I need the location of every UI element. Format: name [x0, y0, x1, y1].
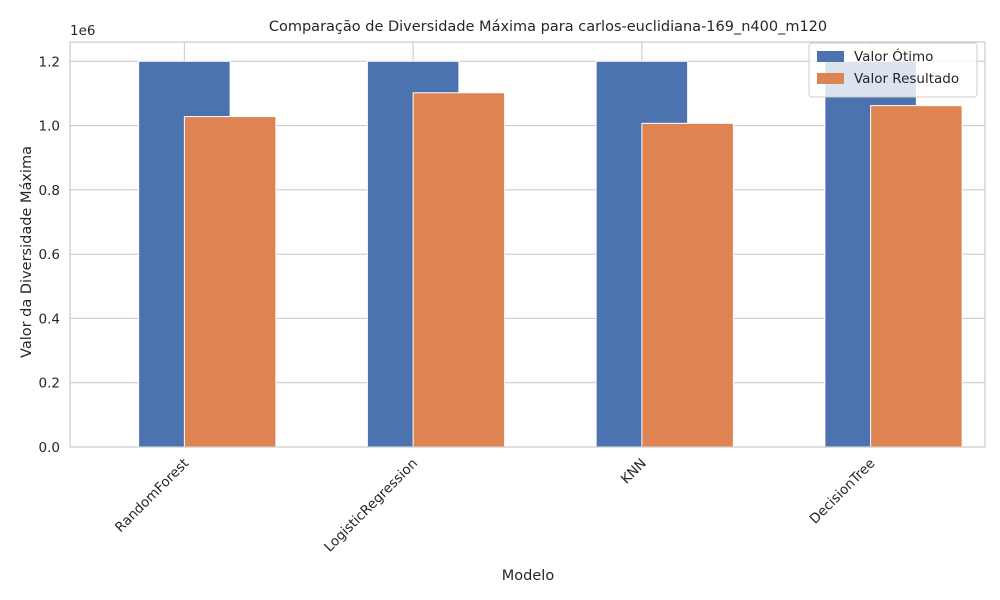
y-tick-label: 1.2 — [39, 54, 60, 70]
legend-entry: Valor Resultado — [854, 71, 959, 87]
legend: Valor Ótimo Valor Resultado — [808, 42, 978, 98]
y-tick-label: 0.0 — [39, 440, 60, 456]
legend-swatch — [817, 51, 844, 62]
bar — [412, 92, 506, 448]
legend-box — [808, 42, 978, 98]
bar — [641, 122, 734, 448]
y-axis-label: Valor da Diversidade Máxima — [19, 146, 35, 358]
chart-title: Comparação de Diversidade Máxima para ca… — [269, 19, 827, 35]
y-tick-label: 0.6 — [39, 247, 60, 263]
y-tick-label: 1.0 — [39, 119, 60, 135]
bars — [138, 60, 963, 448]
x-axis-label: Modelo — [502, 568, 555, 584]
y-tick-label: 0.2 — [39, 376, 60, 392]
y-scale-label: 1e6 — [70, 23, 95, 39]
y-tick-label: 0.4 — [39, 311, 60, 327]
y-tick-label: 0.8 — [39, 183, 60, 199]
bar — [183, 116, 277, 448]
bar — [870, 105, 963, 448]
plot-frame — [69, 41, 986, 448]
legend-swatch — [817, 73, 844, 84]
legend-entry: Valor Ótimo — [854, 47, 933, 65]
y-ticks: 0.0 0.2 0.4 0.6 0.8 1.0 1.2 — [39, 54, 60, 456]
